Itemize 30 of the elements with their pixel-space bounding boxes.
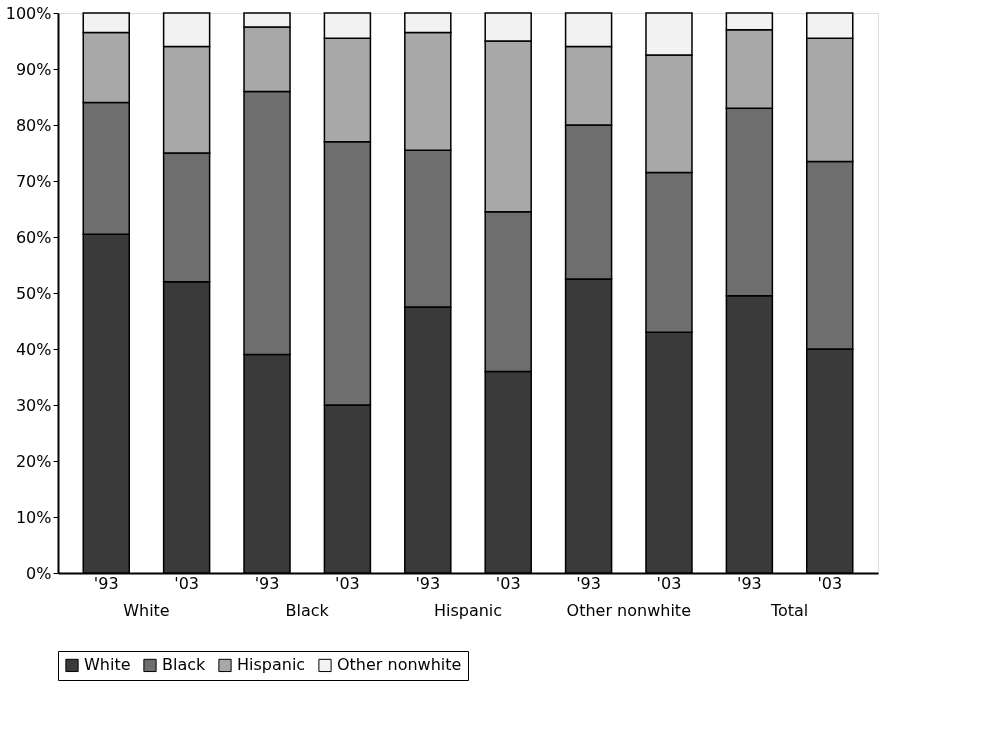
y-tick-label: 100% — [5, 3, 52, 23]
legend-label: Hispanic — [237, 655, 306, 675]
text: Black — [285, 601, 330, 620]
x-tick-label: '03 — [335, 573, 360, 593]
y-tick-label: 60% — [15, 227, 52, 247]
text: Hispanic — [433, 601, 503, 620]
x-tick-label: '03 — [495, 573, 521, 593]
legend-label: Black — [162, 655, 207, 675]
x-tick-label: '93 — [415, 573, 441, 593]
y-tick-label: 10% — [15, 507, 52, 527]
x-tick-label: '93 — [254, 573, 280, 593]
x-tick-label: '93 — [93, 573, 119, 593]
legend-label: White — [84, 655, 131, 675]
y-tick-label: 40% — [15, 339, 52, 359]
text: White — [123, 601, 170, 620]
text: Other nonwhite — [566, 601, 691, 620]
x-tick-label: '93 — [736, 573, 762, 593]
y-tick-label: 50% — [15, 283, 52, 303]
y-tick-label: 0% — [26, 563, 52, 583]
legend-label: Other nonwhite — [337, 655, 462, 675]
y-tick-label: 90% — [15, 59, 52, 79]
text: Total — [769, 601, 809, 620]
x-tick-label: '03 — [174, 573, 200, 593]
y-tick-label: 30% — [15, 395, 52, 415]
x-tick-label: '03 — [656, 573, 682, 593]
x-tick-label: '03 — [817, 573, 843, 593]
y-tick-label: 80% — [15, 115, 52, 135]
y-tick-label: 20% — [15, 451, 52, 471]
x-tick-label: '93 — [576, 573, 601, 593]
y-tick-label: 70% — [15, 171, 52, 191]
